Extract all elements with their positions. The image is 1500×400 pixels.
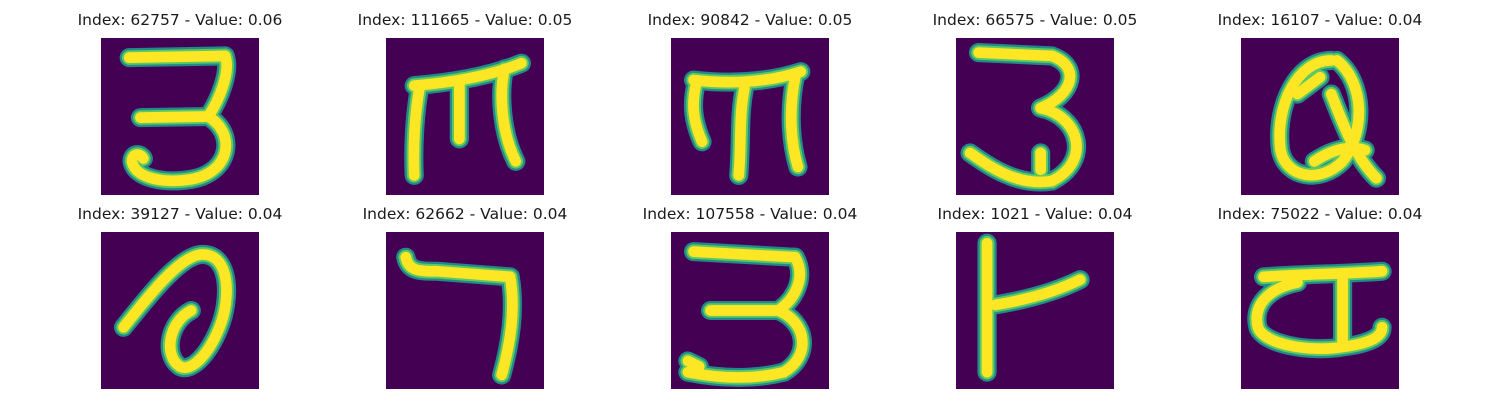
panel-9: Index: 1021 - Value: 0.04 bbox=[900, 205, 1170, 389]
digit-image bbox=[671, 232, 829, 389]
panel-10: Index: 75022 - Value: 0.04 bbox=[1185, 205, 1455, 389]
panel-title: Index: 62662 - Value: 0.04 bbox=[362, 205, 568, 223]
digit-image bbox=[386, 232, 544, 389]
panel-2: Index: 111665 - Value: 0.05 bbox=[330, 11, 600, 195]
panel-title: Index: 39127 - Value: 0.04 bbox=[77, 205, 283, 223]
glyph-three bbox=[956, 38, 1114, 195]
glyph-ka bbox=[1241, 232, 1399, 389]
panel-4: Index: 66575 - Value: 0.05 bbox=[900, 11, 1170, 195]
digit-image bbox=[1241, 232, 1399, 389]
panel-title: Index: 16107 - Value: 0.04 bbox=[1217, 11, 1423, 29]
panel-7: Index: 62662 - Value: 0.04 bbox=[330, 205, 600, 389]
panel-title: Index: 75022 - Value: 0.04 bbox=[1217, 205, 1423, 223]
panel-title: Index: 1021 - Value: 0.04 bbox=[937, 205, 1133, 223]
panel-3: Index: 90842 - Value: 0.05 bbox=[615, 11, 885, 195]
panel-8: Index: 107558 - Value: 0.04 bbox=[615, 205, 885, 389]
panel-title: Index: 62757 - Value: 0.06 bbox=[77, 11, 283, 29]
panel-title: Index: 107558 - Value: 0.04 bbox=[642, 205, 858, 223]
panel-title: Index: 111665 - Value: 0.05 bbox=[357, 11, 573, 29]
digit-image bbox=[956, 232, 1114, 389]
digit-image bbox=[101, 232, 259, 389]
glyph-three bbox=[101, 38, 259, 195]
panel-6: Index: 39127 - Value: 0.04 bbox=[45, 205, 315, 389]
digit-image bbox=[956, 38, 1114, 195]
digit-image bbox=[386, 38, 544, 195]
glyph-m bbox=[386, 38, 544, 195]
panel-1: Index: 62757 - Value: 0.06 bbox=[45, 11, 315, 195]
digit-image bbox=[1241, 38, 1399, 195]
glyph-t bbox=[956, 232, 1114, 389]
glyph-m bbox=[671, 38, 829, 195]
digit-image bbox=[671, 38, 829, 195]
glyph-looped-stroke bbox=[101, 232, 259, 389]
digit-image bbox=[101, 38, 259, 195]
panel-title: Index: 66575 - Value: 0.05 bbox=[932, 11, 1138, 29]
glyph-looped-a bbox=[1241, 38, 1399, 195]
panel-5: Index: 16107 - Value: 0.04 bbox=[1185, 11, 1455, 195]
panel-title: Index: 90842 - Value: 0.05 bbox=[647, 11, 853, 29]
glyph-three bbox=[671, 232, 829, 389]
glyph-seven bbox=[386, 232, 544, 389]
